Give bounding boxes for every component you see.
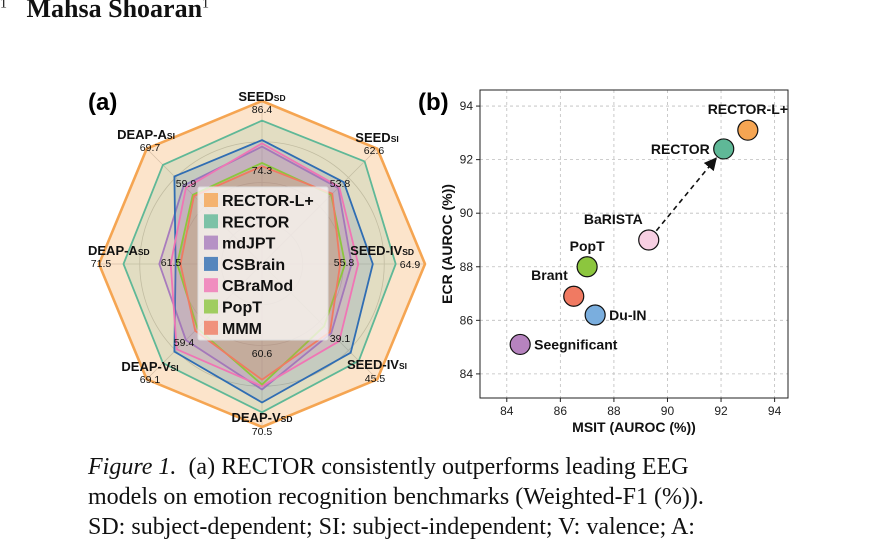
legend-entry: MMM [222, 321, 262, 338]
caption-line-2: models on emotion recognition benchmarks… [88, 484, 704, 510]
radar-axis-subscript: SD [402, 247, 414, 257]
radar-axis-label: SEED-IVSD [350, 243, 414, 258]
radar-min-value: 55.8 [334, 257, 355, 269]
scatter-point-label: Du-IN [609, 307, 646, 323]
radar-axis-label: DEAP-VSD [232, 410, 293, 425]
scatter-point-label: Brant [531, 267, 568, 283]
y-axis-label: ECR (AUROC (%)) [439, 184, 455, 304]
panel-a-label: (a) [88, 89, 117, 116]
radar-max-value: 71.5 [91, 258, 112, 270]
radar-axis-label: DEAP-VSI [121, 359, 178, 374]
caption-line-1: (a) RECTOR consistently outperforms lead… [188, 454, 689, 480]
radar-axis-main: DEAP-V [232, 410, 281, 425]
scatter-point [584, 304, 606, 326]
radar-min-value: 39.1 [330, 333, 351, 345]
improvement-arrow [655, 157, 717, 232]
scatter-point-label: PopT [570, 238, 605, 254]
x-axis-label: MSIT (AUROC (%)) [572, 419, 696, 435]
legend-swatch [204, 235, 218, 250]
x-tick-label: 94 [768, 404, 782, 418]
scatter-point-label: Seegnificant [534, 336, 618, 352]
radar-max-value: 70.5 [252, 426, 273, 438]
x-tick-label: 84 [500, 404, 514, 418]
caption-label: Figure 1. [88, 454, 177, 480]
x-tick-label: 88 [607, 404, 621, 418]
x-tick-label: 92 [714, 404, 728, 418]
radar-max-value: 45.5 [365, 373, 386, 385]
y-tick-label: 94 [460, 99, 474, 113]
legend-swatch [204, 299, 218, 314]
radar-axis-main: DEAP-V [121, 359, 170, 374]
radar-axis-label: SEEDSD [238, 89, 285, 104]
caption-line-3: SD: subject-dependent; SI: subject-indep… [88, 514, 695, 540]
radar-axis-main: DEAP-A [117, 127, 167, 142]
radar-axis-subscript: SI [171, 363, 179, 373]
x-tick-label: 86 [554, 404, 568, 418]
radar-axis-main: SEED [355, 130, 390, 145]
legend-entry: PopT [222, 300, 262, 317]
radar-axis-label: SEEDSI [355, 130, 398, 145]
scatter-chart: 84 86 88 90 92 94 84 86 88 90 92 94 MSIT (AUROC (%))… [439, 89, 789, 435]
legend-swatch [204, 214, 218, 229]
radar-axis-label: SEED-IVSI [347, 357, 407, 372]
radar-max-value: 69.1 [140, 374, 161, 386]
y-tick-label: 86 [460, 313, 474, 327]
radar-min-value: 59.9 [176, 178, 197, 190]
scatter-point [576, 256, 598, 278]
legend-swatch [204, 320, 218, 335]
radar-axis-subscript: SD [138, 247, 150, 257]
plot-frame [479, 89, 789, 399]
scatter-point [563, 285, 585, 307]
radar-min-value: 74.3 [252, 165, 273, 177]
scatter-point-label: RECTOR-L+ [708, 101, 788, 117]
radar-axis-main: DEAP-A [88, 243, 138, 258]
radar-axis-label: DEAP-ASI [117, 127, 175, 142]
radar-axis-subscript: SD [274, 93, 286, 103]
legend-entry: CBraMod [222, 278, 293, 295]
y-tick-label: 84 [460, 367, 474, 381]
scatter-point-label: BaRISTA [584, 211, 643, 227]
radar-max-value: 62.6 [364, 145, 385, 157]
radar-min-value: 61.5 [161, 257, 182, 269]
radar-min-value: 59.4 [174, 337, 195, 349]
radar-min-value: 60.6 [252, 348, 273, 360]
figure-caption: Figure 1. (a) RECTOR consistently outper… [88, 452, 878, 542]
legend-swatch [204, 256, 218, 271]
author-line: 1 Mahsa Shoaran1 [0, 0, 209, 24]
panel-b-label: (b) [418, 89, 449, 116]
radar-axis-main: SEED-IV [347, 357, 399, 372]
legend-entry: RECTOR-L+ [222, 193, 314, 210]
x-tick-label: 90 [661, 404, 675, 418]
radar-min-value: 53.8 [330, 178, 351, 190]
figure: (a) (b) SEEDSD86.474.3SEEDSI62.653.8SEED… [88, 89, 789, 438]
y-tick-label: 90 [460, 206, 474, 220]
scatter-point [638, 229, 660, 251]
radar-axis-main: SEED [238, 89, 273, 104]
author-affiliation-mark: 1 [0, 0, 7, 12]
radar-axis-subscript: SI [167, 131, 175, 141]
radar-axis-subscript: SI [391, 134, 399, 144]
legend-entry: RECTOR [222, 214, 290, 231]
radar-axis-subscript: SI [399, 361, 407, 371]
legend-entry: CSBrain [222, 257, 285, 274]
scatter-point-label: RECTOR [651, 141, 710, 157]
radar-max-value: 86.4 [252, 104, 273, 116]
radar-max-value: 69.7 [140, 142, 161, 154]
radar-axis-subscript: SD [281, 414, 293, 424]
author-name: Mahsa Shoaran [26, 0, 203, 23]
radar-legend [197, 186, 329, 341]
legend-entry: mdJPT [222, 236, 276, 253]
y-tick-label: 92 [460, 153, 474, 167]
radar-chart: SEEDSD86.474.3SEEDSI62.653.8SEED-IVSD64.… [88, 89, 427, 438]
radar-max-value: 64.9 [400, 259, 421, 271]
radar-axis-main: SEED-IV [350, 243, 402, 258]
y-tick-label: 88 [460, 260, 474, 274]
scatter-point [737, 119, 759, 141]
scatter-point [713, 138, 735, 160]
legend-swatch [204, 278, 218, 293]
scatter-point [509, 333, 531, 356]
author-affiliation-mark-right: 1 [202, 0, 210, 12]
radar-axis-label: DEAP-ASD [88, 243, 150, 258]
legend-swatch [204, 193, 218, 207]
